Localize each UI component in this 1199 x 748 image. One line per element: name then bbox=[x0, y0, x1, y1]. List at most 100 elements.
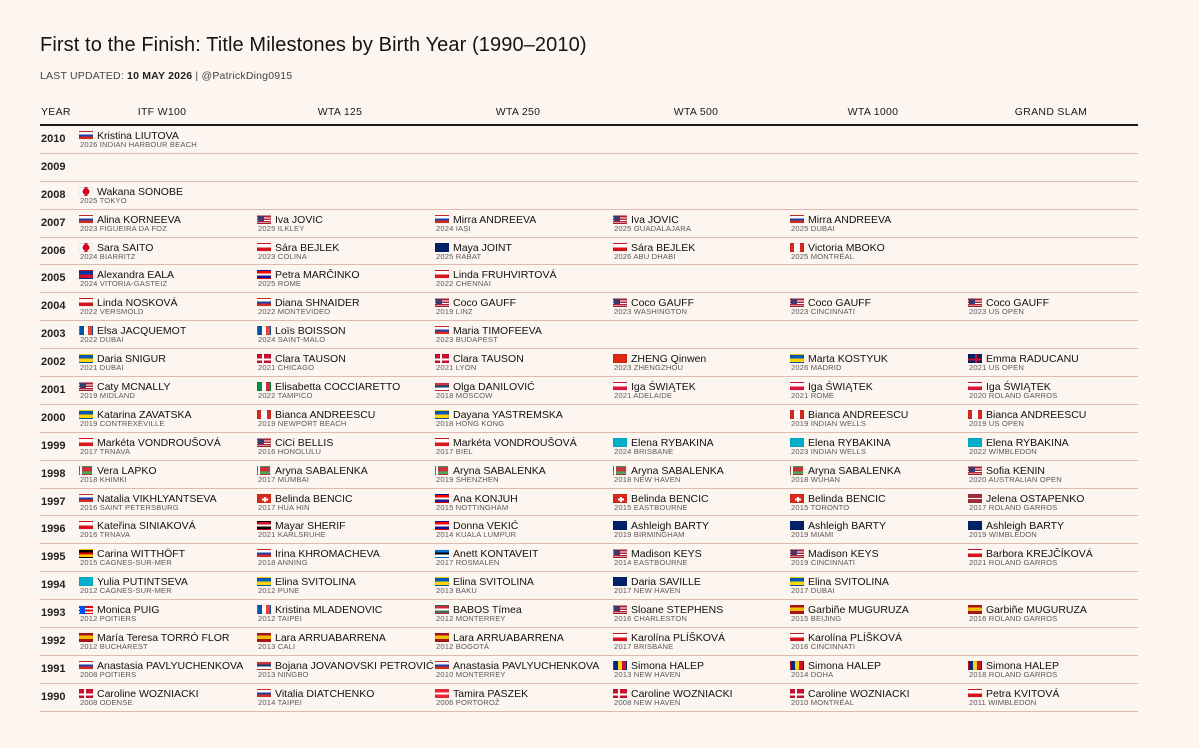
player-line: Anastasia PAVLYUCHENKOVA bbox=[435, 656, 599, 674]
flag-icon-aus bbox=[790, 521, 804, 531]
player-name: Donna VEKIĆ bbox=[453, 520, 519, 533]
player-name: Sofia KENIN bbox=[986, 464, 1045, 477]
player-line: Sára BEJLEK bbox=[613, 238, 695, 256]
player-line: Tamira PASZEK bbox=[435, 684, 528, 702]
title-event: 2014 TAIPEI bbox=[258, 697, 303, 707]
player-name: Maya JOINT bbox=[453, 241, 512, 254]
flag-icon-cze bbox=[435, 437, 449, 447]
title-event: 2016 CINCINNATI bbox=[791, 642, 856, 652]
flag-icon-can bbox=[257, 409, 271, 419]
player-line: Daria SNIGUR bbox=[79, 349, 166, 367]
title-event: 2024 BIARRITZ bbox=[80, 251, 136, 261]
player-line: Caroline WOZNIACKI bbox=[79, 684, 199, 702]
title-event: 2017 MUMBAI bbox=[258, 474, 310, 484]
player-name: Carina WITTHÖFT bbox=[97, 548, 186, 561]
title-event: 2012 TAIPEI bbox=[258, 614, 303, 624]
player-line: Carina WITTHÖFT bbox=[79, 544, 185, 562]
birth-year-label: 2001 bbox=[41, 384, 66, 397]
table-row: 2001 Caty MCNALLY 2019 MIDLAND Elisabetta C… bbox=[40, 377, 1138, 405]
flag-icon-hun bbox=[435, 605, 449, 615]
player-line: María Teresa TORRÓ FLOR bbox=[79, 628, 229, 646]
player-line: Donna VEKIĆ bbox=[435, 516, 518, 534]
player-name: Iva JOVIC bbox=[275, 213, 323, 226]
player-line: Markéta VONDROUŠOVÁ bbox=[79, 433, 221, 451]
title-event: 2019 LINZ bbox=[436, 307, 473, 317]
flag-icon-rus bbox=[435, 660, 449, 670]
player-line: Wakana SONOBE bbox=[79, 182, 183, 200]
player-line: Ashleigh BARTY bbox=[613, 516, 709, 534]
player-name: Maria TIMOFEEVA bbox=[453, 325, 542, 338]
player-name: Anastasia PAVLYUCHENKOVA bbox=[97, 659, 244, 672]
player-line: Clara TAUSON bbox=[257, 349, 346, 367]
flag-icon-ukr bbox=[790, 354, 804, 364]
flag-icon-ita bbox=[257, 382, 271, 392]
flag-icon-cze bbox=[435, 270, 449, 280]
title-event: 2019 CINCINNATI bbox=[791, 558, 856, 568]
player-name: CiCi BELLIS bbox=[275, 436, 334, 449]
title-event: 2023 INDIAN WELLS bbox=[791, 446, 867, 456]
player-line: Kristina MLADENOVIC bbox=[257, 600, 382, 618]
player-name: Bianca ANDREESCU bbox=[986, 408, 1087, 421]
title-event: 2024 VITORIA-GASTEIZ bbox=[80, 279, 168, 289]
flag-icon-cze bbox=[968, 549, 982, 559]
column-header-itf-w100: ITF W100 bbox=[137, 106, 187, 118]
player-name: Elina SVITOLINA bbox=[275, 576, 356, 589]
player-name: Jelena OSTAPENKO bbox=[986, 492, 1085, 505]
player-line: Alina KORNEEVA bbox=[79, 210, 181, 228]
title-event: 2023 FIGUEIRA DA FOZ bbox=[80, 223, 167, 233]
flag-icon-can bbox=[790, 409, 804, 419]
player-name: Belinda BENCIC bbox=[808, 492, 886, 505]
flag-icon-kaz bbox=[79, 577, 93, 587]
flag-icon-usa bbox=[435, 298, 449, 308]
flag-icon-aut bbox=[435, 688, 449, 698]
player-line: Coco GAUFF bbox=[968, 293, 1049, 311]
author-handle: | @PatrickDing0915 bbox=[195, 70, 293, 82]
player-name: Caroline WOZNIACKI bbox=[631, 687, 733, 700]
table-row: 1990 Caroline WOZNIACKI 2008 ODENSE Vitalia… bbox=[40, 684, 1138, 712]
table-row: 1991 Anastasia PAVLYUCHENKOVA 2008 POITIER… bbox=[40, 656, 1138, 684]
player-line: Caroline WOZNIACKI bbox=[613, 684, 733, 702]
player-name: Vera LAPKO bbox=[97, 464, 157, 477]
player-line: Coco GAUFF bbox=[435, 293, 516, 311]
player-line: Petra MARČINKO bbox=[257, 265, 360, 283]
title-event: 2013 BAKU bbox=[436, 586, 478, 596]
player-name: Mirra ANDREEVA bbox=[453, 213, 537, 226]
flag-icon-chn bbox=[613, 354, 627, 364]
flag-icon-cro bbox=[435, 521, 449, 531]
player-name: Daria SNIGUR bbox=[97, 353, 166, 366]
title-event: 2022 MONTEVIDEO bbox=[258, 307, 331, 317]
title-event: 2012 CAGNES-SUR-MER bbox=[80, 586, 172, 596]
flag-icon-den bbox=[613, 688, 627, 698]
title-event: 2016 TRNAVA bbox=[80, 530, 131, 540]
flag-icon-aus bbox=[613, 521, 627, 531]
table-row: 2003 Elsa JACQUEMOT 2022 DUBAI Loïs BOISSON… bbox=[40, 321, 1138, 350]
player-name: Petra KVITOVÁ bbox=[986, 687, 1060, 700]
player-line: Olga DANILOVIĆ bbox=[435, 377, 535, 395]
player-line: Kateřina SINIAKOVÁ bbox=[79, 516, 196, 534]
title-event: 2021 ROME bbox=[791, 391, 835, 401]
player-name: Ashleigh BARTY bbox=[808, 520, 887, 533]
table-row: 1994 Yulia PUTINTSEVA 2012 CAGNES-SUR-MER E… bbox=[40, 572, 1138, 601]
table-row: 1992 María Teresa TORRÓ FLOR 2012 BUCHARES… bbox=[40, 628, 1138, 656]
birth-year-label: 1995 bbox=[41, 551, 66, 564]
player-name: Ana KONJUH bbox=[453, 492, 518, 505]
title-event: 2025 ILKLEY bbox=[258, 223, 305, 233]
flag-icon-rou bbox=[790, 660, 804, 670]
player-name: Alexandra EALA bbox=[97, 269, 175, 282]
player-line: Yulia PUTINTSEVA bbox=[79, 572, 188, 590]
birth-year-label: 2009 bbox=[41, 160, 66, 173]
title-event: 2015 TORONTO bbox=[791, 502, 850, 512]
flag-icon-usa bbox=[613, 549, 627, 559]
title-event: 2019 SHENZHEN bbox=[436, 474, 499, 484]
table-row: 2009 bbox=[40, 154, 1138, 182]
player-name: Iga ŚWIĄTEK bbox=[808, 381, 873, 394]
title-event: 2021 ROLAND GARROS bbox=[969, 558, 1058, 568]
player-name: Wakana SONOBE bbox=[97, 185, 183, 198]
title-event: 2018 ROLAND GARROS bbox=[969, 669, 1058, 679]
table-row: 1993 Monica PUIG 2012 POITIERS Kristina MLA… bbox=[40, 600, 1138, 629]
title-event: 2017 NEW HAVEN bbox=[614, 586, 681, 596]
player-name: Lara ARRUABARRENA bbox=[275, 632, 386, 645]
player-name: Elisabetta COCCIARETTO bbox=[275, 381, 401, 394]
player-line: Elisabetta COCCIARETTO bbox=[257, 377, 400, 395]
player-line: Simona HALEP bbox=[968, 656, 1059, 674]
